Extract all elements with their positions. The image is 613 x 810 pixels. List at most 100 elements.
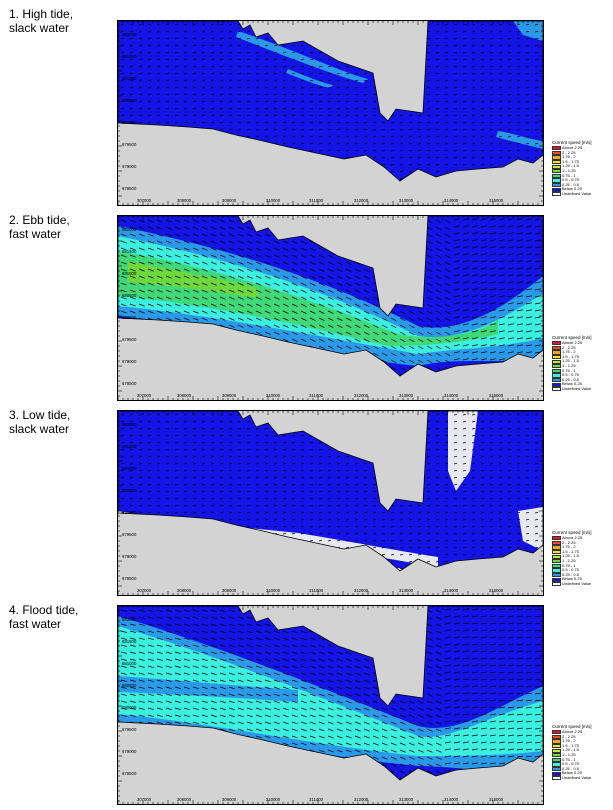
y-tick-label: 682000	[122, 227, 137, 232]
legend-item: 1.25 - 1.5	[552, 359, 604, 364]
legend-label: 1.5 - 1.75	[562, 548, 579, 554]
legend-item: Below 0.25	[552, 771, 604, 776]
map-panel-flood-fast: 307000 308000 309000 310000 311000 312000 3130…	[117, 605, 544, 805]
y-tick-label: 680000	[122, 120, 137, 125]
legend-item: Undefined Value	[552, 191, 604, 197]
legend-swatch	[552, 776, 561, 781]
x-tick-label: 314000	[444, 797, 459, 802]
legend-label: 1.75 - 2	[562, 154, 576, 160]
coastline	[118, 216, 543, 377]
legend-label: 1.5 - 1.75	[562, 353, 579, 359]
y-tick-label: 680500	[122, 488, 137, 493]
x-tick-label: 313000	[399, 393, 414, 398]
x-tick-label: 313000	[399, 588, 414, 593]
legend-label: 1 - 1.25	[562, 168, 576, 174]
legend-item: 0.75 - 1	[552, 563, 604, 569]
panel-2-title-line1: 2. Ebb tide,	[9, 213, 70, 227]
y-tick-label: 680000	[122, 705, 137, 710]
y-tick-label: 678500	[122, 771, 137, 776]
legend-item: Below 0.25	[552, 382, 604, 387]
legend-label: 0.25 - 0.5	[562, 571, 579, 577]
y-tick-label: 680000	[122, 510, 137, 515]
legend-item: 1.25 - 1.5	[552, 748, 604, 753]
legend-swatch	[552, 554, 561, 559]
x-tick-label: 310000	[266, 588, 281, 593]
legend-item: 0.25 - 0.5	[552, 376, 604, 383]
x-tick-label: 312000	[354, 393, 369, 398]
legend-item: 1.5 - 1.75	[552, 548, 604, 555]
legend-item: Undefined Value	[552, 580, 604, 587]
legend-item: 0.25 - 0.5	[552, 571, 604, 578]
y-tick-label: 681500	[122, 249, 137, 254]
legend-label: 1.75 - 2	[562, 349, 576, 355]
legend-item: Undefined Value	[552, 775, 604, 781]
legend-item: 0.5 - 0.75	[552, 373, 604, 378]
legend-label: Below 0.25	[562, 770, 582, 776]
map-panel-low-slack: 307000 308000 309000 310000 311000 312000 3130…	[117, 410, 544, 596]
legend-swatch	[552, 359, 561, 364]
map-svg-4: 307000 308000 309000 310000 311000 312000 3130…	[118, 606, 543, 804]
legend-item: 2 - 2.25	[552, 150, 604, 156]
coastline	[118, 21, 543, 182]
legend-panel-3: Current speed [m/s] Above 2.25 2 - 2.25 1.7…	[552, 530, 604, 587]
axis-ticks	[118, 606, 543, 804]
legend-swatch	[552, 387, 561, 392]
legend-item: 0.5 - 0.75	[552, 568, 604, 573]
x-tick-label: 310000	[266, 198, 281, 203]
x-tick-label: 307000	[137, 797, 152, 802]
legend-swatch	[552, 572, 561, 578]
legend-label: Above 2.25	[562, 729, 583, 735]
legend-item: 1 - 1.25	[552, 363, 604, 369]
y-tick-label: 681000	[122, 661, 137, 666]
x-tick-label: 307000	[137, 588, 152, 593]
legend-item: 1.5 - 1.75	[552, 353, 604, 360]
map-svg-2: 307000 308000 309000 310000 311000 312000 3130…	[118, 216, 543, 400]
x-tick-label: 308000	[177, 198, 192, 203]
legend-label: 2 - 2.25	[562, 733, 576, 739]
legend-label: 0.5 - 0.75	[562, 177, 579, 183]
legend-label: 1.5 - 1.75	[562, 742, 579, 748]
legend-swatch	[552, 382, 561, 387]
legend-swatch	[552, 178, 561, 183]
legend-swatch	[552, 373, 561, 378]
legend-label: 1.75 - 2	[562, 544, 576, 550]
x-tick-label: 314000	[444, 588, 459, 593]
legend-swatch	[552, 559, 561, 564]
x-tick-label: 313000	[399, 198, 414, 203]
map-svg-3: 307000 308000 309000 310000 311000 312000 3130…	[118, 411, 543, 595]
x-tick-label: 312000	[354, 797, 369, 802]
legend-title: Current speed [m/s]	[552, 140, 592, 145]
legend-label: Below 0.25	[562, 381, 582, 387]
legend-label: 0.25 - 0.5	[562, 181, 579, 187]
legend-label: 1 - 1.25	[562, 363, 576, 369]
legend-item: 1.25 - 1.5	[552, 164, 604, 169]
x-tick-label: 311000	[309, 588, 324, 593]
legend-label: 1.25 - 1.5	[562, 358, 579, 364]
coastline	[118, 411, 543, 572]
legend-swatch	[552, 354, 561, 360]
map-svg-1: 307000 308000 309000 310000 311000 312000 3130…	[118, 21, 543, 205]
y-tick-label: 678500	[122, 576, 137, 581]
coastline	[118, 606, 543, 781]
speed-zone	[496, 131, 543, 149]
legend-label: Below 0.25	[562, 576, 582, 582]
legend-label: 0.75 - 1	[562, 756, 576, 762]
speed-zone	[513, 21, 543, 41]
y-tick-label: 678500	[122, 381, 137, 386]
legend-item: 2 - 2.25	[552, 733, 604, 740]
y-tick-label: 679000	[122, 749, 137, 754]
x-tick-label: 315000	[489, 797, 504, 802]
legend-label: 0.25 - 0.5	[562, 376, 579, 382]
legend-label: Undefined Value	[562, 580, 592, 586]
speed-zone	[286, 69, 333, 88]
axis-ticks	[118, 21, 543, 205]
legend-label: Above 2.25	[562, 145, 583, 151]
legend-item: 0.5 - 0.75	[552, 762, 604, 767]
legend-label: 0.75 - 1	[562, 367, 576, 373]
legend-swatch	[552, 377, 561, 383]
panel-4-title-line1: 4. Flood tide,	[9, 603, 79, 617]
legend-label: Undefined Value	[562, 385, 592, 391]
y-tick-label: 679000	[122, 359, 137, 364]
y-tick-label: 681000	[122, 76, 137, 81]
x-tick-label: 315000	[489, 588, 504, 593]
